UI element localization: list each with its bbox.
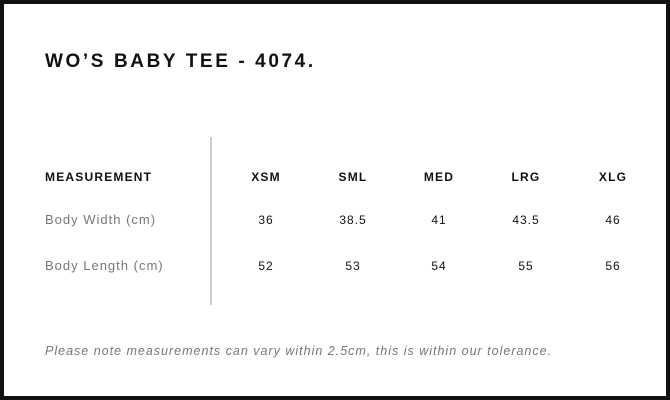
table-cell: 38.5	[339, 213, 367, 227]
table-cell: 36	[258, 213, 274, 227]
table-cell: 52	[258, 259, 274, 273]
size-header-lrg: LRG	[511, 170, 541, 184]
row-label-body-width: Body Width (cm)	[45, 212, 157, 227]
table-cell: 46	[605, 213, 621, 227]
column-divider	[210, 137, 212, 305]
table-cell: 41	[431, 213, 447, 227]
tolerance-note: Please note measurements can vary within…	[45, 344, 553, 358]
size-header-xsm: XSM	[251, 170, 281, 184]
table-cell: 53	[345, 259, 361, 273]
table-cell: 56	[605, 259, 621, 273]
page-title: WO’S BABY TEE - 4074.	[45, 51, 316, 72]
size-header-xlg: XLG	[598, 170, 628, 184]
table-cell: 54	[431, 259, 447, 273]
size-header-med: MED	[423, 170, 455, 184]
row-label-body-length: Body Length (cm)	[45, 258, 164, 273]
measurement-header: MEASUREMENT	[45, 170, 153, 184]
table-cell: 43.5	[512, 213, 540, 227]
size-header-sml: SML	[338, 170, 368, 184]
table-cell: 55	[518, 259, 534, 273]
